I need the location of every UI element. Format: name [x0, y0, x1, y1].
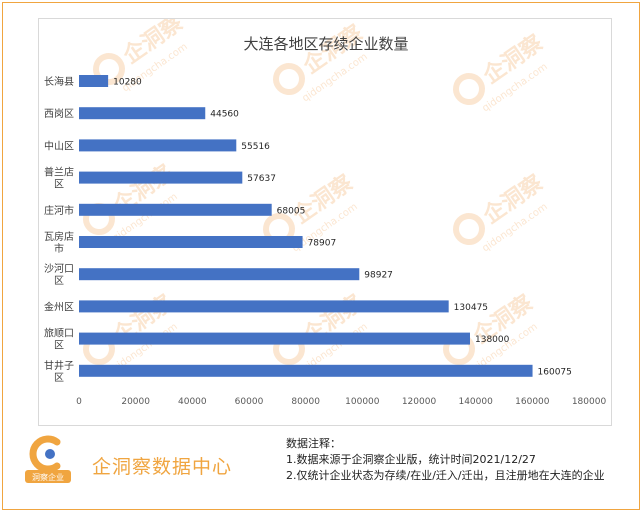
- bar: [79, 203, 272, 216]
- value-label: 138000: [475, 335, 510, 345]
- x-tick-label: 20000: [121, 397, 150, 407]
- category-label: 庄河市: [44, 204, 74, 217]
- watermark-text: 企洞察: [478, 29, 549, 89]
- brand-name: 企洞察数据中心: [92, 456, 233, 478]
- category-label: 瓦房店市: [44, 230, 74, 255]
- chart-title: 大连各地区存续企业数量: [243, 35, 408, 53]
- data-notes: 数据注释： 1.数据来源于企洞察企业版，统计时间2021/12/27 2.仅统计…: [286, 436, 636, 484]
- x-tick-label: 100000: [345, 397, 380, 407]
- x-tick-label: 120000: [402, 397, 437, 407]
- x-tick-labels: 0 20000 40000 60000 80000 100000 120000 140000 1…: [76, 397, 606, 407]
- category-label: 中山区: [44, 139, 74, 152]
- note-2: 2.仅统计企业状态为存续/在业/迁入/迁出，且注册地在大连的企业: [286, 469, 605, 482]
- chart-area: 企洞察 qidongcha.com 企洞察 qidongcha.com 企洞察 qidon…: [38, 18, 612, 426]
- bar: [79, 300, 449, 313]
- x-tick-label: 0: [76, 397, 82, 407]
- value-label: 55516: [241, 142, 270, 152]
- bar: [79, 139, 237, 152]
- brand-logo-icon: 洞察企业: [25, 435, 71, 483]
- value-label: 10280: [113, 78, 142, 88]
- value-label: 78907: [308, 239, 337, 249]
- notes-title: 数据注释：: [286, 437, 341, 450]
- x-tick-label: 80000: [291, 397, 320, 407]
- bars: [79, 75, 533, 377]
- value-label: 68005: [277, 206, 306, 216]
- x-tick-label: 140000: [458, 397, 493, 407]
- x-tick-label: 160000: [515, 397, 550, 407]
- value-label: 98927: [364, 271, 393, 281]
- watermark-text: 企洞察: [288, 169, 359, 229]
- bar: [79, 75, 109, 87]
- category-label: 长海县: [44, 75, 74, 88]
- category-label: 普兰店区: [44, 166, 74, 191]
- value-label: 130475: [454, 303, 488, 313]
- watermark-text: 企洞察: [478, 169, 549, 229]
- value-label: 160075: [538, 367, 572, 377]
- x-tick-label: 180000: [572, 397, 607, 407]
- bar: [79, 364, 533, 377]
- bar: [79, 236, 303, 248]
- bar: [79, 171, 243, 184]
- value-labels: 10280 44560 55516 57637 68005 78907 98927 13047…: [113, 78, 572, 378]
- x-tick-label: 40000: [178, 397, 207, 407]
- category-label: 金州区: [44, 300, 74, 313]
- category-label: 甘井子区: [44, 359, 74, 384]
- bar: [79, 332, 470, 345]
- category-label: 西岗区: [44, 108, 74, 120]
- bar: [79, 268, 360, 281]
- logo-badge-text: 洞察企业: [32, 472, 64, 482]
- value-label: 44560: [210, 110, 239, 120]
- bar: [79, 107, 206, 120]
- value-label: 57637: [247, 174, 276, 184]
- category-label: 旅顺口区: [44, 327, 74, 352]
- category-label: 沙河口区: [44, 263, 74, 287]
- x-tick-label: 60000: [235, 397, 264, 407]
- note-1: 1.数据来源于企洞察企业版，统计时间2021/12/27: [286, 453, 536, 466]
